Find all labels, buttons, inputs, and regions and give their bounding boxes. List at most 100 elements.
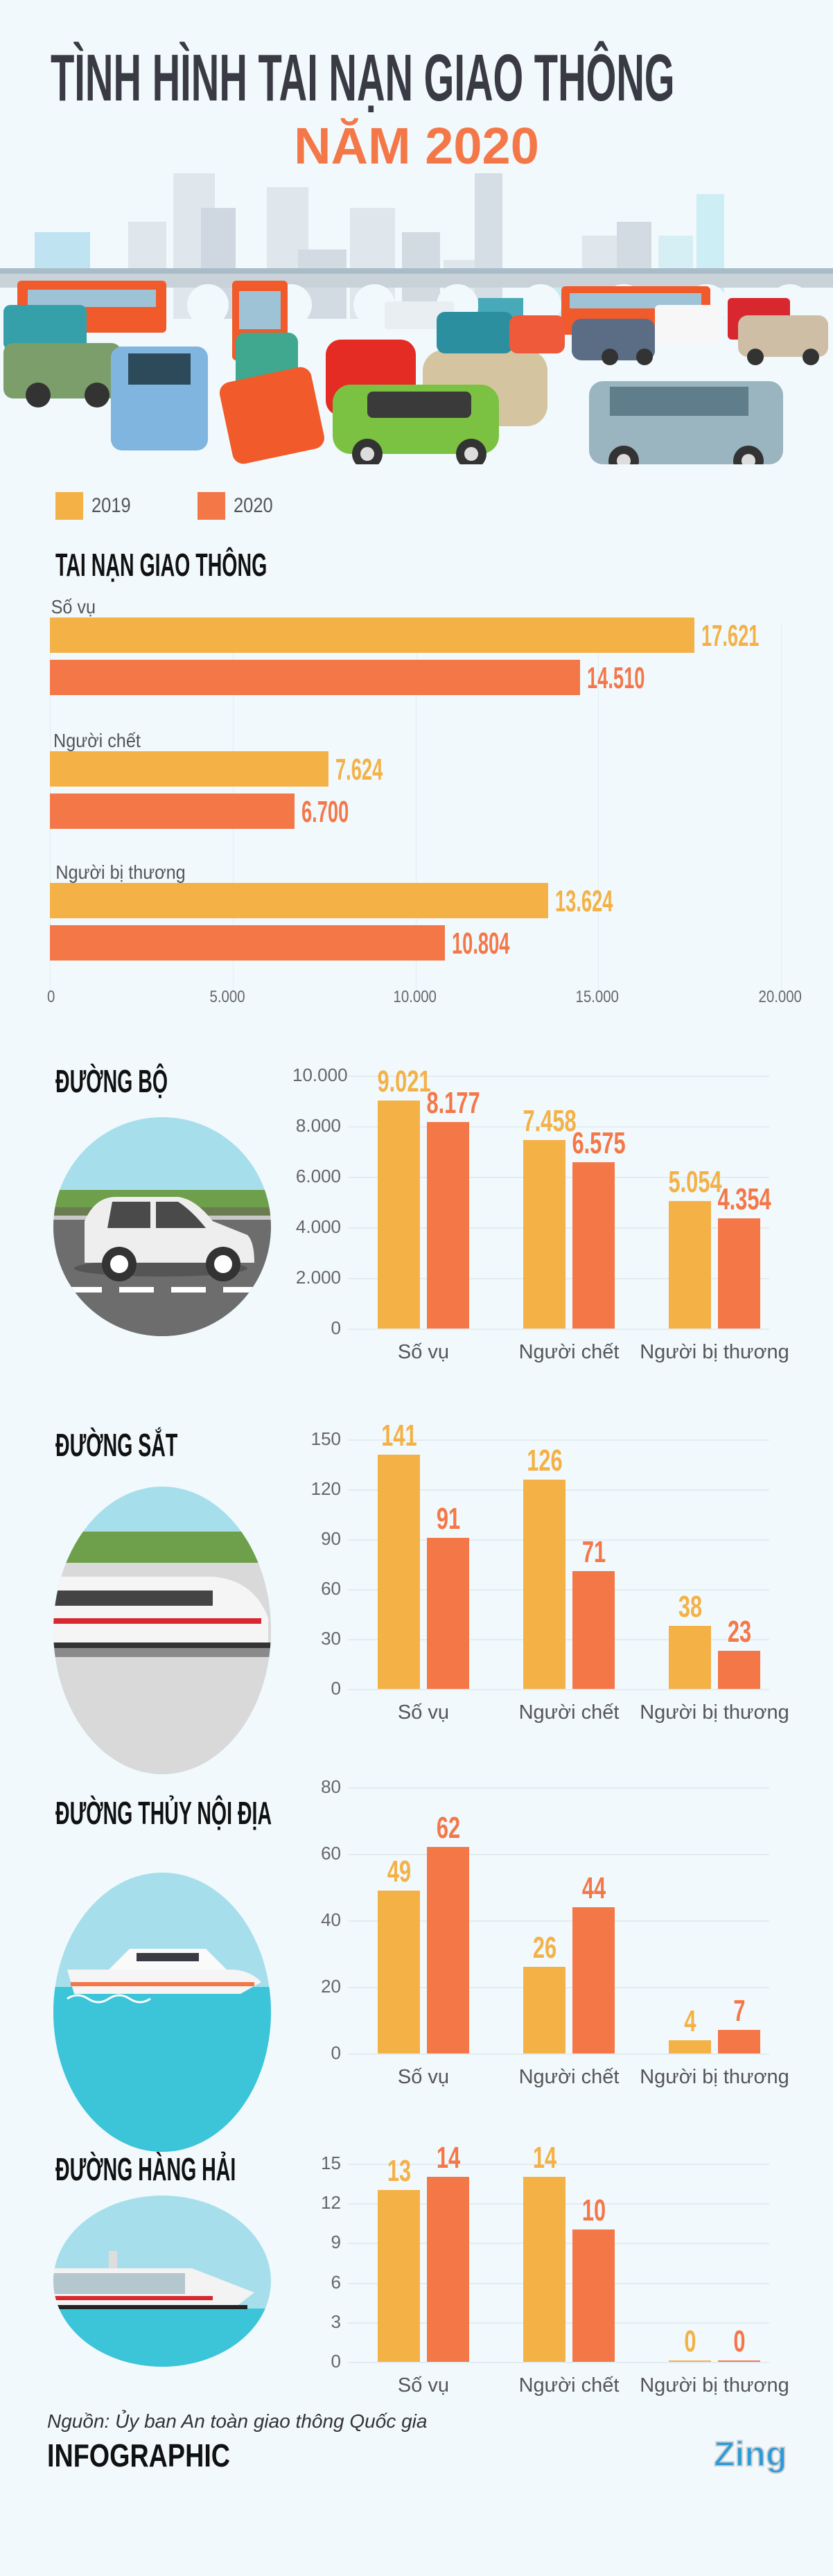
value-label-2019: 141: [381, 1418, 417, 1453]
value-label-2019: 0: [684, 2324, 696, 2358]
gridline: [348, 1854, 769, 1855]
boat-icon: [53, 1873, 271, 2152]
bar-2020: [50, 660, 581, 695]
bar-2019: [378, 1100, 420, 1329]
category-label: Người chết: [518, 1701, 620, 1724]
zing-logo-text: Zing: [713, 2434, 788, 2474]
category-label: Người chết: [53, 730, 141, 751]
y-tick-label: 20: [321, 1976, 341, 1997]
y-tick-label: 10.000: [292, 1064, 348, 1085]
total-accidents-chart: 0 5.000 10.000 15.000 20.000 Số vụ 17.621 14.51…: [0, 0, 833, 1026]
value-label-2019: 126: [527, 1443, 563, 1478]
value-label-2019: 14: [532, 2141, 557, 2175]
category-label: Số vụ: [397, 1341, 450, 1363]
bar-2019: [523, 1967, 565, 2053]
y-tick-label: 6: [331, 2271, 341, 2293]
category-label: Số vụ: [397, 2374, 450, 2397]
bar-2020: [718, 1218, 760, 1329]
bar-2019: [669, 2040, 711, 2053]
value-label-2020: 0: [733, 2324, 746, 2358]
value-label-2020: 6.700: [301, 795, 349, 829]
rail-chart: 0 30 60 90 120 150 141 91 Số vụ 126 71 Người chết 38…: [298, 1419, 825, 1724]
bar-2019: [378, 2190, 420, 2362]
section-title-maritime: ĐƯỜNG HÀNG HẢI: [55, 2151, 236, 2187]
bar-2019: [50, 883, 548, 918]
gridline: [781, 624, 782, 991]
value-label-2019: 7.458: [523, 1103, 577, 1138]
bar-2019: [378, 1454, 420, 1689]
section-title-road: ĐƯỜNG BỘ: [55, 1063, 168, 1099]
x-tick-label: 0: [47, 988, 55, 1006]
section-title-total: TAI NẠN GIAO THÔNG: [55, 547, 268, 583]
value-label-2020: 62: [436, 1811, 461, 1846]
infographic-brand: INFOGRAPHIC: [47, 2437, 231, 2473]
y-tick-label: 12: [321, 2192, 341, 2214]
train-icon: [53, 1487, 271, 1774]
gridline: [348, 1126, 769, 1128]
x-tick-label: 10.000: [393, 988, 437, 1006]
source-note: Nguồn: Ủy ban An toàn giao thông Quốc gi…: [47, 2410, 428, 2432]
value-label-2019: 13: [387, 2154, 412, 2189]
value-label-2020: 7: [733, 1994, 746, 2029]
bar-2019: [669, 2360, 711, 2362]
bar-2019: [669, 1625, 711, 1689]
category-label: Số vụ: [397, 1701, 450, 1724]
value-label-2019: 38: [678, 1589, 703, 1624]
zing-logo: Zing: [713, 2434, 788, 2474]
y-tick-label: 150: [310, 1428, 341, 1449]
y-tick-label: 30: [321, 1628, 341, 1649]
value-label-2020: 91: [436, 1501, 461, 1536]
value-label-2019: 26: [532, 1931, 557, 1965]
legend-label-2019: 2019: [91, 494, 131, 517]
car-road-icon: [53, 1117, 271, 1336]
value-label-2019: 9.021: [377, 1064, 431, 1098]
category-label: Người bị thương: [55, 861, 186, 883]
gridline: [348, 1787, 769, 1789]
gridline: [598, 624, 599, 991]
bar-2020: [572, 1162, 615, 1329]
value-label-2019: 49: [387, 1854, 412, 1889]
value-label-2019: 4: [684, 2004, 696, 2038]
bar-2020: [718, 2360, 760, 2362]
category-label: Người chết: [518, 1341, 620, 1363]
x-tick-label: 5.000: [209, 988, 245, 1006]
category-label: Người bị thương: [640, 2066, 789, 2088]
y-tick-label: 0: [331, 1678, 341, 1699]
gridline: [348, 2362, 769, 2363]
y-tick-label: 60: [321, 1578, 341, 1599]
value-label-2020: 8.177: [426, 1085, 480, 1120]
bar-2020: [572, 1570, 615, 1689]
bar-2019: [669, 1200, 711, 1329]
y-tick-label: 3: [331, 2311, 341, 2332]
y-tick-label: 2.000: [295, 1267, 341, 1288]
section-title-inland-waterway: ĐƯỜNG THỦY NỘI ĐỊA: [55, 1795, 272, 1831]
cruise-ship-icon: [53, 2196, 271, 2367]
gridline: [348, 1076, 769, 1077]
gridline: [415, 624, 417, 991]
y-tick-label: 60: [321, 1843, 341, 1864]
y-tick-label: 15: [321, 2153, 341, 2173]
bar-2019: [50, 617, 694, 653]
legend-swatch-2020: [198, 492, 225, 520]
bar-2020: [718, 2030, 760, 2053]
bar-2020: [50, 794, 295, 829]
value-label-2019: 5.054: [668, 1164, 722, 1199]
value-label-2020: 4.354: [717, 1182, 771, 1217]
bar-2020: [427, 1537, 469, 1689]
value-label-2020: 6.575: [572, 1126, 626, 1160]
road-chart: 0 2.000 4.000 6.000 8.000 10.000 9.021 8.177 Số …: [292, 1064, 825, 1363]
category-label: Người bị thương: [640, 1701, 789, 1724]
y-tick-label: 6.000: [295, 1166, 341, 1186]
bar-2019: [523, 2177, 565, 2362]
gridline: [348, 1920, 769, 1922]
y-tick-label: 90: [321, 1528, 341, 1549]
y-tick-label: 120: [310, 1478, 341, 1499]
value-label-2020: 23: [727, 1614, 752, 1649]
bar-2019: [50, 751, 329, 787]
gridline: [348, 2053, 769, 2055]
y-tick-label: 4.000: [295, 1216, 341, 1237]
x-tick-label: 15.000: [575, 988, 620, 1006]
value-label-2020: 71: [581, 1534, 606, 1569]
category-label: Người chết: [518, 2374, 620, 2397]
gridline: [348, 1439, 769, 1441]
